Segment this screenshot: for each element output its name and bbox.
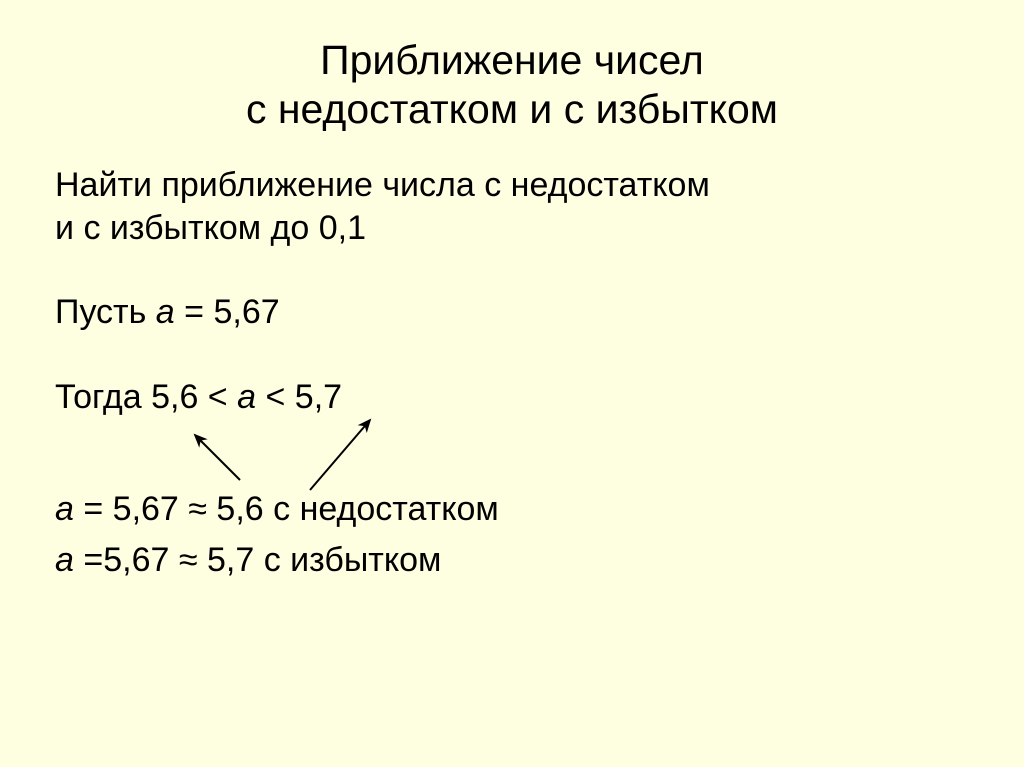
approx-low-suffix: с недостатком xyxy=(264,490,499,528)
approx-high-suffix: с избытком xyxy=(254,541,441,579)
slide-title: Приближение чисел с недостатком и с избы… xyxy=(55,36,969,134)
let-paragraph: Пусть а = 5,67 xyxy=(55,291,969,334)
let-eq: = xyxy=(175,293,214,331)
slide-body: Найти приближение числа с недостатком и … xyxy=(55,164,969,581)
approx-low-rounded: 5,6 xyxy=(216,490,263,528)
then-low: 5,6 xyxy=(151,378,198,416)
approx-high-approx: ≈ xyxy=(169,541,207,579)
approx-low-paragraph: а = 5,67 ≈ 5,6 с недостатком xyxy=(55,488,969,531)
approx-high-eq: = xyxy=(74,541,103,579)
slide: Приближение чисел с недостатком и с избы… xyxy=(0,0,1024,767)
task-line-2: и с избытком до 0,1 xyxy=(55,209,366,247)
then-lt1: < xyxy=(198,378,237,416)
then-prefix: Тогда xyxy=(55,378,151,416)
let-prefix: Пусть xyxy=(55,293,156,331)
approx-low-var: а xyxy=(55,490,74,528)
let-var: а xyxy=(156,293,175,331)
then-high: 5,7 xyxy=(295,378,342,416)
approx-low-value: 5,67 xyxy=(113,490,179,528)
title-line-1: Приближение чисел xyxy=(320,37,704,83)
let-value: 5,67 xyxy=(213,293,279,331)
approx-high-value: 5,67 xyxy=(103,541,169,579)
task-line-1: Найти приближение числа с недостатком xyxy=(55,166,710,204)
approx-low-eq: = xyxy=(74,490,113,528)
approx-high-rounded: 5,7 xyxy=(207,541,254,579)
approx-low-approx: ≈ xyxy=(179,490,217,528)
approx-high-var: а xyxy=(55,541,74,579)
approx-high-paragraph: а =5,67 ≈ 5,7 с избытком xyxy=(55,539,969,582)
then-var: а xyxy=(237,378,256,416)
then-lt2: < xyxy=(256,378,295,416)
task-paragraph: Найти приближение числа с недостатком и … xyxy=(55,164,969,249)
title-line-2: с недостатком и с избытком xyxy=(246,86,778,132)
then-paragraph: Тогда 5,6 < а < 5,7 xyxy=(55,376,969,419)
